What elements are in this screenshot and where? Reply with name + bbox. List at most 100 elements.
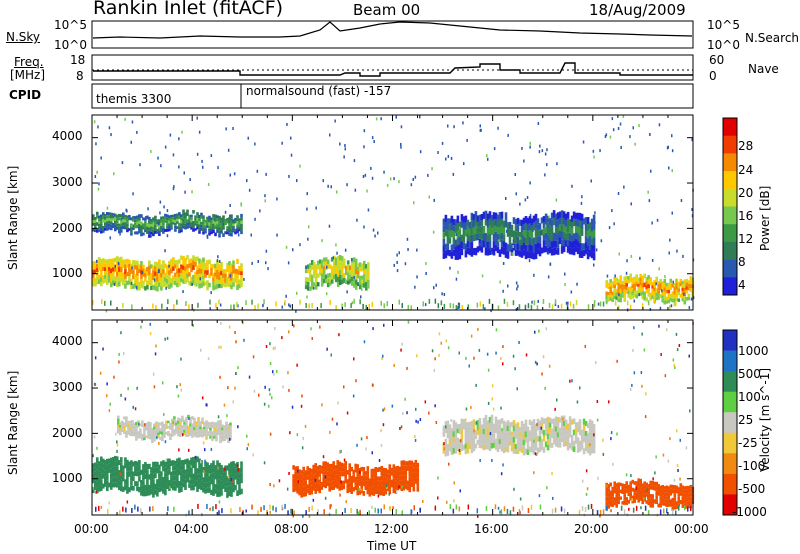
data-cell xyxy=(210,225,213,229)
data-cell xyxy=(156,219,159,222)
colorbar-swatch xyxy=(723,171,737,190)
data-cell xyxy=(162,219,165,223)
data-point xyxy=(416,248,418,252)
data-cell xyxy=(641,287,644,292)
data-cell xyxy=(462,229,466,237)
data-point xyxy=(263,402,266,406)
data-cell xyxy=(367,279,370,285)
data-cell xyxy=(102,212,105,216)
data-cell xyxy=(216,230,219,233)
data-cell xyxy=(671,283,675,288)
data-point xyxy=(665,328,668,332)
data-cell xyxy=(633,492,636,496)
data-point xyxy=(321,239,323,243)
data-cell xyxy=(213,433,216,436)
data-cell xyxy=(442,431,446,437)
data-cell xyxy=(182,482,185,488)
data-cell xyxy=(542,418,546,425)
data-cell xyxy=(486,234,490,242)
data-cell xyxy=(344,469,347,475)
data-cell xyxy=(365,264,368,269)
data-cell xyxy=(132,269,135,275)
data-point xyxy=(455,504,458,510)
data-point xyxy=(687,506,689,512)
data-cell xyxy=(607,285,610,289)
data-cell xyxy=(173,419,176,423)
data-point xyxy=(528,259,531,263)
data-cell xyxy=(398,480,402,485)
data-cell xyxy=(570,419,574,425)
power-ytick: 1000 xyxy=(52,266,83,280)
data-point xyxy=(191,283,193,286)
data-cell xyxy=(631,499,634,504)
data-cell xyxy=(170,278,173,283)
data-cell xyxy=(354,263,358,269)
data-cell xyxy=(659,489,662,494)
data-cell xyxy=(464,215,468,223)
data-cell xyxy=(189,416,192,421)
data-cell xyxy=(683,292,687,297)
data-cell xyxy=(506,436,510,442)
data-cell xyxy=(312,475,315,481)
data-point xyxy=(290,136,292,140)
data-point xyxy=(581,505,584,511)
data-point xyxy=(393,363,395,367)
data-point xyxy=(459,439,462,443)
data-cell xyxy=(552,210,556,218)
data-cell xyxy=(110,215,113,219)
data-cell xyxy=(310,481,313,486)
data-cell xyxy=(104,216,107,220)
data-point xyxy=(608,400,610,404)
data-point xyxy=(655,282,657,286)
data-cell xyxy=(240,275,243,280)
data-cell xyxy=(446,432,450,439)
data-point xyxy=(501,428,503,432)
data-cell xyxy=(510,441,514,447)
data-cell xyxy=(198,458,201,464)
data-cell xyxy=(230,218,233,222)
data-cell xyxy=(609,279,612,283)
data-cell xyxy=(554,441,558,447)
data-point xyxy=(149,332,152,336)
data-cell xyxy=(456,424,460,429)
data-cell xyxy=(220,262,223,267)
data-cell xyxy=(406,466,410,471)
data-cell xyxy=(665,296,669,301)
data-cell xyxy=(568,233,572,241)
data-cell xyxy=(147,435,150,439)
data-cell xyxy=(657,293,660,297)
data-cell xyxy=(168,480,171,486)
data-point xyxy=(431,349,434,353)
data-cell xyxy=(228,220,231,224)
data-point xyxy=(149,322,151,326)
data-cell xyxy=(482,423,486,429)
data-cell xyxy=(649,277,652,282)
data-cell xyxy=(199,423,202,427)
data-cell xyxy=(183,419,186,423)
data-point xyxy=(188,510,190,516)
data-cell xyxy=(338,485,341,491)
data-point xyxy=(372,228,375,232)
data-point xyxy=(245,509,247,513)
data-cell xyxy=(464,427,468,433)
data-cell xyxy=(218,485,221,492)
data-point xyxy=(557,305,560,308)
data-cell xyxy=(334,274,338,279)
data-cell xyxy=(216,490,219,497)
data-cell xyxy=(182,256,185,261)
data-cell xyxy=(340,467,343,472)
data-cell xyxy=(580,439,584,445)
data-cell xyxy=(460,424,464,430)
data-cell xyxy=(154,215,157,219)
data-cell xyxy=(120,277,123,283)
data-cell xyxy=(522,423,526,429)
data-cell xyxy=(592,245,596,253)
data-point xyxy=(367,208,370,212)
data-cell xyxy=(240,271,243,276)
data-cell xyxy=(653,481,656,487)
data-cell xyxy=(572,418,576,424)
data-cell xyxy=(138,230,141,234)
data-cell xyxy=(657,296,660,300)
data-cell xyxy=(669,484,673,489)
data-point xyxy=(457,302,460,306)
